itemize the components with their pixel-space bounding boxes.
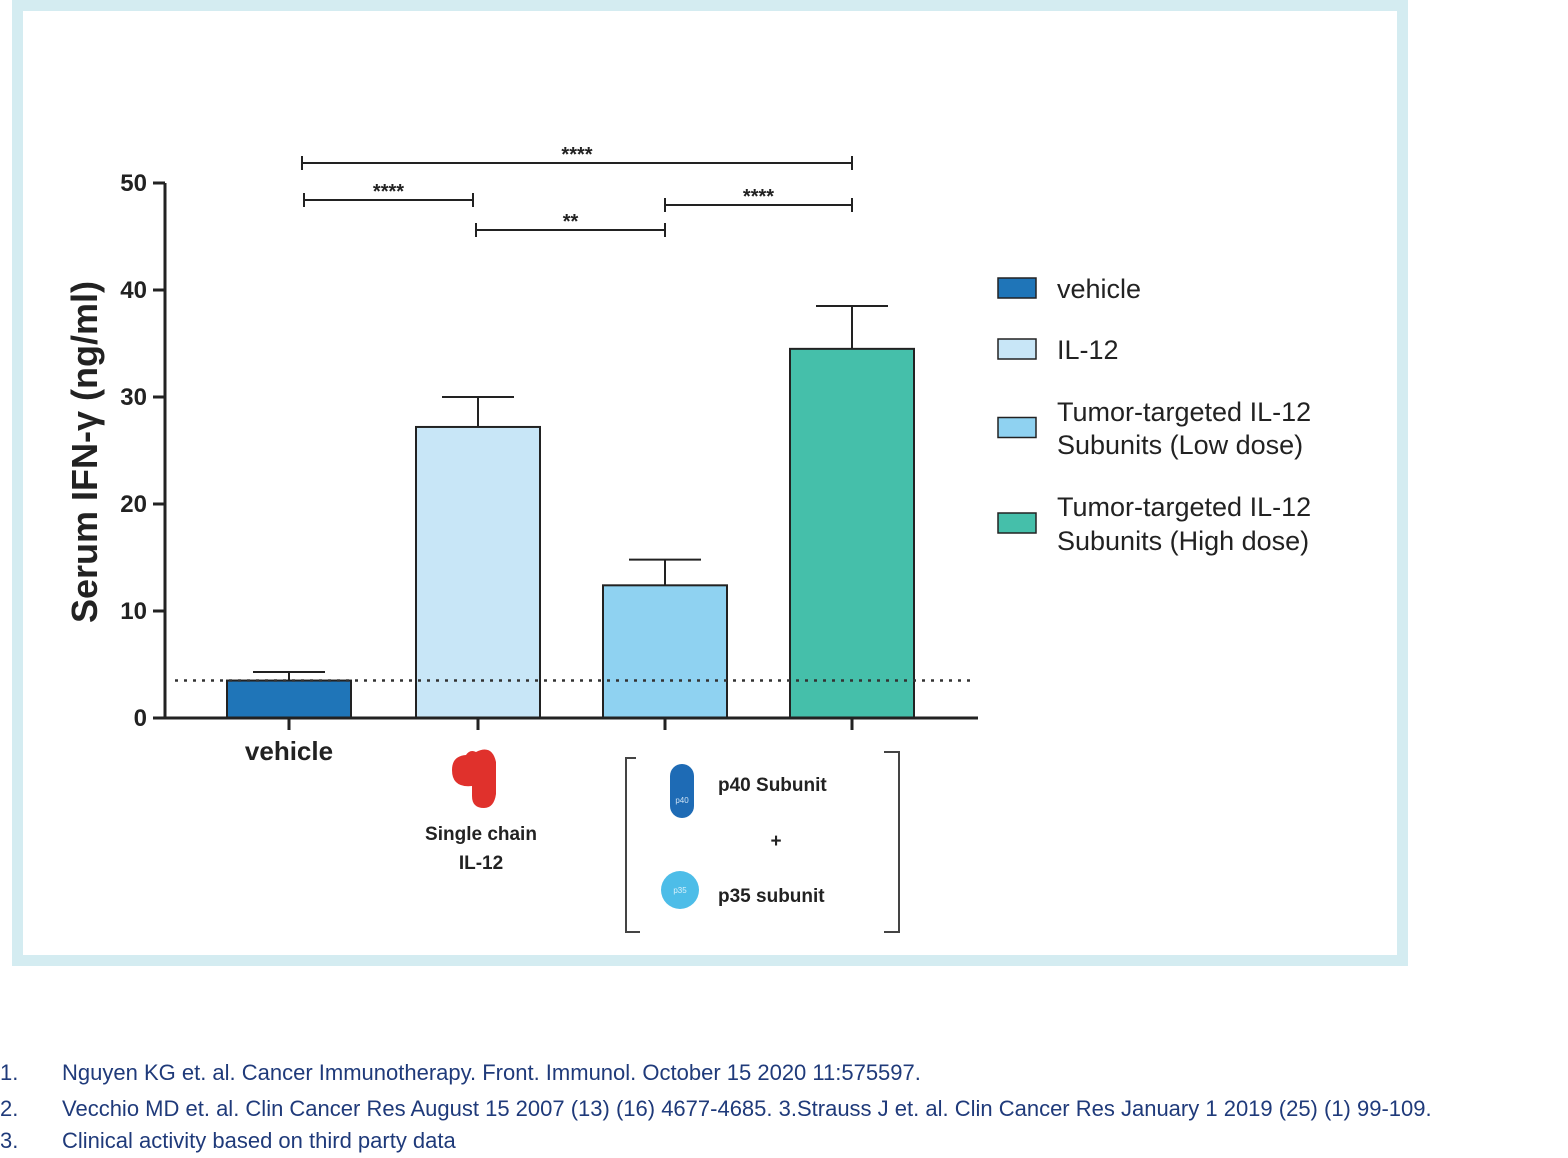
reference-text: Clinical activity based on third party d…	[62, 1128, 456, 1153]
single-chain-il12-icon	[452, 749, 496, 808]
y-axis-label: Serum IFN-γ (ng/ml)	[64, 281, 105, 623]
subunit-bracket-left	[625, 757, 640, 933]
subunit-bracket-right	[884, 751, 900, 933]
x-label-single-chain: Single chain	[425, 824, 537, 845]
plus-sign: +	[770, 831, 781, 852]
x-label-p40: p40 Subunit	[718, 775, 827, 796]
reference-text: Vecchio MD et. al. Clin Cancer Res Augus…	[62, 1096, 1432, 1121]
bar-2	[415, 425, 541, 719]
significance-label: ****	[561, 144, 592, 166]
p40-icon-label: p40	[675, 796, 689, 805]
legend-label: Tumor-targeted IL-12	[1057, 397, 1311, 427]
x-label-single-chain: IL-12	[459, 853, 503, 874]
legend-label: Subunits (High dose)	[1057, 526, 1309, 556]
bar-4	[789, 347, 915, 719]
legend-label: IL-12	[1057, 335, 1119, 365]
bar-1	[226, 679, 352, 719]
y-tick-label: 10	[120, 598, 147, 625]
y-tick-label: 30	[120, 384, 147, 411]
x-label-vehicle: vehicle	[245, 736, 333, 766]
y-tick-label: 20	[120, 491, 147, 518]
p40-subunit-icon	[670, 764, 694, 818]
p35-icon-label: p35	[673, 886, 687, 895]
reference-number: 1.	[0, 1060, 19, 1085]
x-label-p35: p35 subunit	[718, 886, 825, 907]
reference-text: Nguyen KG et. al. Cancer Immunotherapy. …	[62, 1060, 921, 1085]
legend-swatch	[997, 416, 1037, 439]
significance-label: **	[563, 211, 579, 233]
reference-number: 2.	[0, 1096, 19, 1121]
bar-3	[602, 584, 728, 719]
legend-swatch	[997, 277, 1037, 299]
legend-label: Tumor-targeted IL-12	[1057, 492, 1311, 522]
chart-frame	[12, 0, 1408, 966]
legend-swatch	[997, 512, 1037, 534]
y-tick-label: 50	[120, 170, 147, 197]
reference-number: 3.	[0, 1128, 19, 1153]
significance-label: ****	[743, 186, 774, 208]
y-tick-label: 0	[134, 705, 147, 732]
legend-label: vehicle	[1057, 274, 1141, 304]
significance-label: ****	[373, 181, 404, 203]
y-tick-label: 40	[120, 277, 147, 304]
legend-swatch	[997, 338, 1037, 360]
p35-subunit-icon	[661, 871, 699, 909]
legend-label: Subunits (Low dose)	[1057, 430, 1303, 460]
